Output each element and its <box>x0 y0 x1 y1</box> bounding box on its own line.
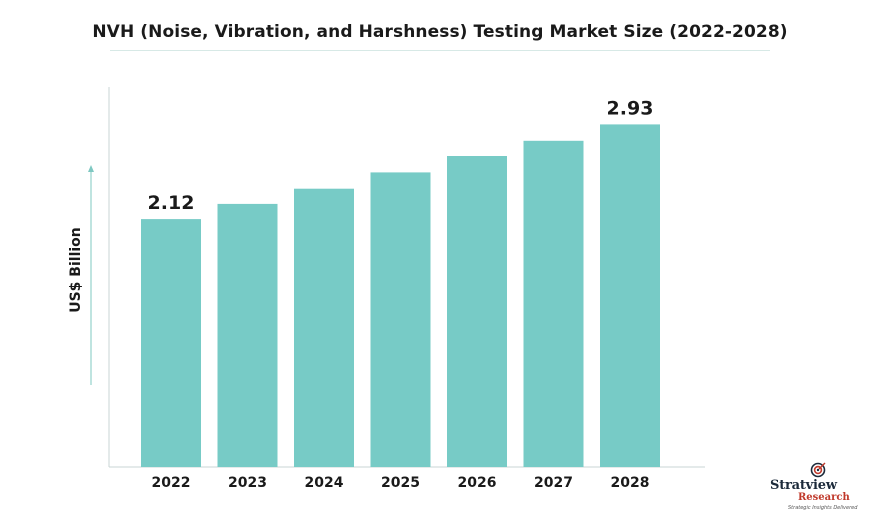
bar-2025 <box>370 172 431 467</box>
stratview-logo: Stratview Research Strategic Insights De… <box>770 462 866 512</box>
data-labels: 2.12 2.93 <box>148 97 654 214</box>
logo-tagline: Strategic Insights Delivered <box>788 505 858 511</box>
title-divider <box>110 50 770 51</box>
data-label-2022: 2.12 <box>148 192 195 214</box>
bar-2026 <box>447 156 507 467</box>
logo-research: Research <box>798 492 850 503</box>
bar-2028 <box>600 124 660 468</box>
y-axis-label: US$ Billion <box>68 227 84 313</box>
bar-2023 <box>217 203 278 467</box>
target-icon <box>810 462 826 478</box>
y-axis-arrow <box>88 165 94 385</box>
x-tick-label-2027: 2027 <box>534 475 573 491</box>
bars-group <box>141 124 660 468</box>
x-tick-label-2025: 2025 <box>381 475 420 491</box>
x-tick-label-2026: 2026 <box>458 475 497 491</box>
x-tick-label-2023: 2023 <box>228 475 267 491</box>
x-tick-label-2022: 2022 <box>152 475 191 491</box>
x-tick-labels: 2022 2023 2024 2025 2026 2027 2028 <box>152 475 650 491</box>
x-tick-label-2028: 2028 <box>611 475 650 491</box>
chart-title: NVH (Noise, Vibration, and Harshness) Te… <box>92 22 788 42</box>
bar-2027 <box>523 140 584 468</box>
x-tick-label-2024: 2024 <box>305 475 344 491</box>
data-label-2028: 2.93 <box>607 97 654 119</box>
bar-2024 <box>294 188 354 467</box>
logo-name: Stratview <box>770 478 837 493</box>
bar-2022 <box>141 219 201 467</box>
